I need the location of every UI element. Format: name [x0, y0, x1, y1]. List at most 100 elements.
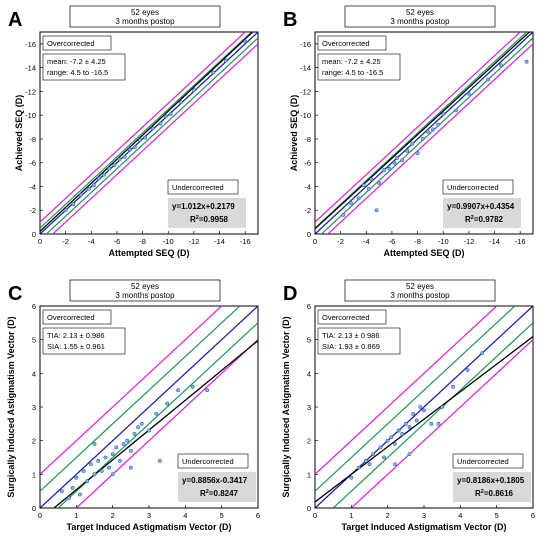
data-point [132, 432, 137, 436]
data-point [79, 192, 83, 197]
stats-line-1: mean: -7.2 ± 4.25 [322, 57, 381, 66]
data-point [211, 70, 216, 75]
data-point [422, 408, 426, 413]
y-tick-label: 3 [307, 403, 311, 412]
data-point [168, 112, 173, 116]
y-axis-label: Achieved SEQ (D) [14, 95, 24, 172]
data-point [85, 479, 90, 483]
undercorrected-box [167, 179, 239, 195]
y-tick-label: 5 [307, 336, 311, 345]
header-line-2: 3 months postop [390, 291, 450, 300]
data-point [454, 108, 458, 113]
x-axis-label: Target Induced Astigmatism Vector (D) [341, 522, 506, 532]
band-line-inner-lower [57, 322, 258, 508]
overcorrected-box [317, 35, 387, 51]
stats-line-2: range: 4.5 to -16.5 [322, 68, 383, 77]
data-point [466, 91, 471, 96]
x-axis-label: Attempted SEQ (D) [109, 248, 190, 258]
panel-label: C [8, 283, 22, 305]
x-tick-label: 0 [313, 237, 317, 246]
header-box [69, 279, 221, 302]
data-point [99, 469, 104, 473]
data-point [138, 138, 142, 143]
fit-equation: y=1.012x+0.2179 [172, 202, 235, 211]
stats-box [317, 327, 401, 355]
data-point [382, 167, 387, 172]
band-line-inner-upper [40, 306, 241, 492]
x-tick-label: 1 [74, 511, 78, 520]
undercorrected-box [177, 453, 249, 469]
data-point [405, 148, 410, 153]
header-line-1: 52 eyes [406, 282, 434, 291]
data-point [410, 141, 415, 146]
data-point [96, 458, 101, 463]
data-point [349, 475, 354, 480]
data-point [389, 435, 394, 440]
reference-line [40, 306, 258, 508]
panel-a: A 52 eyes 3 months postop 0 -2 -4 -6 -8 -10 -12 -… [0, 0, 275, 274]
x-tick-label: 4 [183, 511, 187, 520]
data-point [392, 160, 397, 165]
data-point [157, 458, 162, 463]
data-point [499, 63, 503, 68]
data-point [128, 465, 133, 470]
data-point [451, 384, 455, 389]
y-tick-label: 2 [307, 437, 311, 446]
x-tick-label: -12 [463, 237, 474, 246]
data-point [114, 445, 119, 450]
data-point [107, 465, 111, 470]
data-point [415, 151, 420, 156]
header-box [344, 279, 496, 302]
y-tick-label: -8 [304, 135, 311, 144]
fit-line [40, 32, 254, 232]
y-tick-label: 0 [32, 504, 36, 513]
y-tick-label: -14 [300, 64, 311, 73]
undercorrected-label: Undercorrected [172, 183, 224, 192]
y-tick-label: -6 [29, 159, 36, 168]
r-squared: R2=0.9782 [465, 215, 504, 224]
x-tick-label: -16 [515, 237, 526, 246]
r-squared: R2=0.8247 [200, 489, 239, 498]
data-point [110, 452, 115, 457]
y-tick-label: -12 [300, 87, 311, 96]
data-point [179, 100, 183, 105]
data-point [400, 158, 405, 163]
data-point [59, 489, 64, 494]
stats-line-1: TIA: 2.13 ± 0.986 [47, 331, 104, 340]
data-point [107, 166, 112, 171]
data-point [70, 485, 75, 490]
overcorrected-label: Overcorrected [47, 313, 95, 322]
data-point [67, 495, 71, 500]
data-point [158, 121, 163, 126]
band-line-inner-upper [315, 306, 516, 492]
data-point [136, 425, 141, 430]
equation-box [178, 472, 256, 502]
stats-line-2: range: 4.5 to -16.5 [47, 68, 108, 77]
data-point [102, 172, 107, 177]
x-tick-label: -12 [188, 237, 199, 246]
y-tick-label: -12 [25, 87, 36, 96]
reference-line [315, 32, 533, 234]
data-point [393, 442, 397, 446]
data-point [369, 177, 374, 182]
r-squared: R2=0.9958 [190, 215, 229, 224]
data-point [88, 462, 93, 467]
overcorrected-box [42, 309, 112, 325]
x-tick-label: -4 [363, 237, 370, 246]
y-axis-label: Surgically Induced Astigmatism Vector (D… [6, 316, 16, 497]
data-point [356, 196, 361, 201]
data-point [524, 59, 529, 64]
y-tick-label: 0 [32, 230, 36, 239]
y-tick-label: 1 [32, 470, 36, 479]
data-point [122, 154, 127, 159]
data-point [190, 384, 195, 389]
data-point [341, 213, 346, 217]
x-tick-label: -4 [88, 237, 95, 246]
overcorrected-label: Overcorrected [322, 313, 370, 322]
header-line-2: 3 months postop [390, 17, 450, 26]
y-tick-label: 3 [32, 403, 36, 412]
x-tick-label: -6 [389, 237, 396, 246]
panel-label: D [283, 283, 297, 305]
data-point [403, 421, 408, 426]
